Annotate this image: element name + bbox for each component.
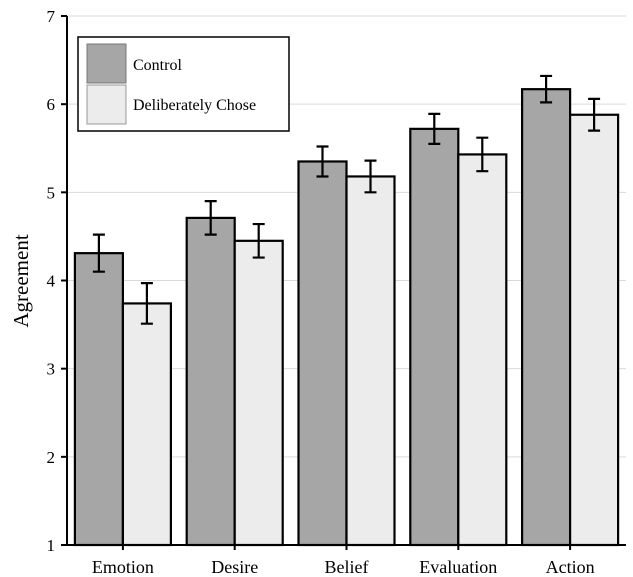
y-axis-label: Agreement — [9, 234, 33, 327]
error-bar-belief-control — [316, 145, 329, 178]
error-bar-evaluation-deliberately-chose — [476, 136, 489, 173]
y-tick-label-2: 2 — [47, 448, 56, 467]
bar-evaluation-deliberately-chose — [457, 153, 508, 547]
y-tick-label-1: 1 — [47, 536, 56, 555]
legend: Control Deliberately Chose — [77, 36, 290, 132]
error-bar-action-control — [540, 74, 553, 104]
y-tick-label-4: 4 — [47, 272, 56, 291]
bar-action-control — [520, 88, 572, 547]
error-bar-emotion-control — [92, 233, 105, 273]
x-tick-label-desire: Desire — [211, 557, 258, 577]
error-bar-action-deliberately-chose — [588, 97, 601, 132]
x-tick-label-action: Action — [546, 557, 595, 577]
legend-swatch-deliberately-chose — [86, 84, 127, 125]
y-tick-label-5: 5 — [47, 183, 56, 202]
y-tick-label-3: 3 — [47, 360, 56, 379]
x-tick-label-evaluation: Evaluation — [419, 557, 497, 577]
error-bar-desire-control — [204, 200, 217, 236]
bar-desire-deliberately-chose — [233, 239, 284, 547]
bars — [73, 74, 620, 547]
y-tick-label-7: 7 — [47, 7, 56, 26]
bar-action-deliberately-chose — [568, 113, 620, 547]
error-bar-desire-deliberately-chose — [252, 222, 265, 259]
y-tick-label-6: 6 — [47, 95, 56, 114]
error-bar-emotion-deliberately-chose — [140, 282, 153, 325]
bar-evaluation-control — [409, 127, 460, 547]
bar-belief-deliberately-chose — [345, 175, 396, 547]
x-tick-labels: Emotion Desire Belief Evaluation Action — [92, 545, 595, 577]
legend-label-control: Control — [133, 57, 182, 74]
legend-label-deliberately-chose: Deliberately Chose — [133, 97, 256, 114]
bar-emotion-control — [73, 252, 125, 547]
bar-desire-control — [185, 216, 236, 547]
x-tick-label-emotion: Emotion — [92, 557, 154, 577]
x-tick-label-belief: Belief — [325, 557, 369, 577]
bar-emotion-deliberately-chose — [121, 302, 173, 547]
bar-belief-control — [297, 160, 348, 547]
error-bar-evaluation-control — [428, 112, 441, 145]
y-ticks: 1 2 3 4 5 6 7 — [47, 7, 67, 555]
legend-swatch-control — [86, 43, 127, 84]
error-bar-belief-deliberately-chose — [364, 159, 377, 194]
